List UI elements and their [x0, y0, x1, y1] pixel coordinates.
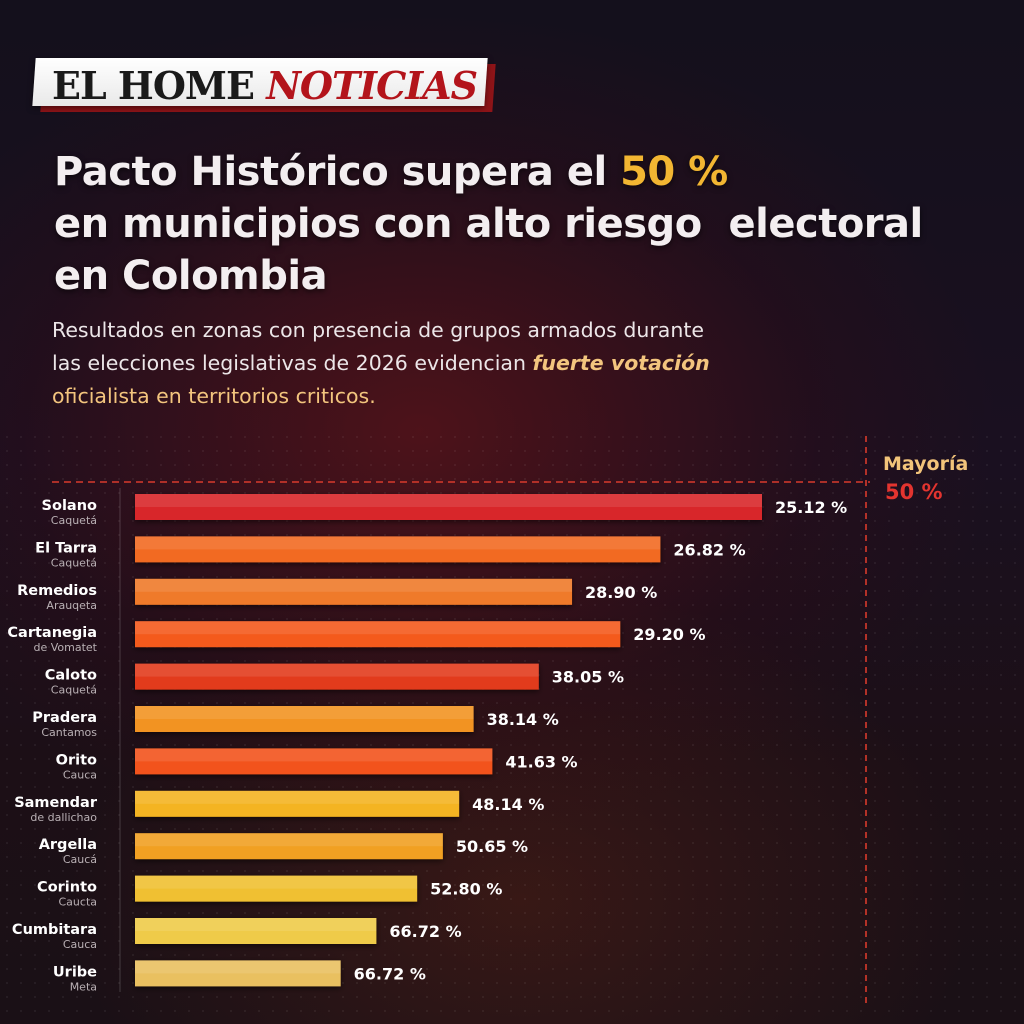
majority-value-label: 50 % — [885, 480, 943, 504]
category-sublabel: de Vomatet — [34, 641, 98, 654]
headline-line-3: en Colombia — [54, 253, 328, 299]
subheadline-line-3: oficialista en territorios criticos. — [52, 384, 376, 408]
bar — [135, 790, 460, 817]
value-label: 38.05 % — [552, 668, 624, 687]
majority-label: Mayoría — [883, 453, 968, 475]
subheadline-line-2: las elecciones legislativas de 2026 evid… — [52, 347, 852, 380]
category-label: Corinto — [37, 880, 97, 896]
category-sublabel: Caucta — [59, 896, 98, 909]
category-label: Cumbitara — [12, 922, 97, 938]
category-sublabel: Arauqeta — [46, 599, 97, 612]
logo-part-noticias: NOTICIAS — [266, 63, 478, 108]
value-label: 41.63 % — [505, 752, 577, 771]
bar — [135, 706, 474, 732]
category-sublabel: Caquetá — [51, 684, 97, 697]
headline-line-1: Pacto Histórico supera el 50 % — [54, 146, 1004, 198]
bar — [135, 748, 493, 775]
bar — [135, 663, 539, 690]
brand-logo: EL HOME NOTICIAS — [32, 58, 496, 112]
category-label: Pradera — [32, 710, 97, 726]
category-label: Samendar — [14, 795, 98, 811]
category-sublabel: Caucá — [63, 853, 97, 866]
bar-highlight — [135, 706, 474, 719]
category-sublabel: de dallichao — [30, 811, 97, 824]
bar — [135, 918, 377, 944]
value-label: 28.90 % — [585, 583, 657, 602]
bar-highlight — [135, 536, 661, 550]
category-label: Cartanegia — [7, 625, 97, 641]
value-label: 66.72 % — [389, 922, 461, 941]
subheadline-line-2-text: las elecciones legislativas de 2026 evid… — [52, 351, 533, 375]
headline-line-1-text: Pacto Histórico supera el — [54, 149, 621, 195]
category-sublabel: Cantamos — [41, 726, 97, 739]
bar — [135, 833, 443, 860]
bar — [135, 960, 341, 987]
value-label: 50.65 % — [456, 837, 528, 856]
subheadline-emphasis: fuerte votación — [532, 351, 710, 375]
category-label: Caloto — [45, 668, 97, 684]
category-sublabel: Meta — [70, 980, 97, 993]
bar — [135, 621, 621, 648]
logo-text: EL HOME NOTICIAS — [52, 62, 478, 110]
category-label: Uribe — [53, 964, 97, 980]
bar-highlight — [135, 918, 377, 931]
bar-highlight — [135, 494, 762, 507]
category-label: Remedios — [17, 583, 97, 599]
bar-highlight — [135, 663, 539, 677]
bar-highlight — [135, 960, 341, 974]
value-label: 38.14 % — [487, 710, 559, 729]
bar — [135, 578, 573, 605]
category-label: Argella — [39, 837, 97, 853]
bar — [135, 494, 762, 520]
value-label: 52.80 % — [430, 880, 502, 899]
value-label: 26.82 % — [673, 540, 745, 559]
value-label: 25.12 % — [775, 498, 847, 517]
subheadline-line-1: Resultados en zonas con presencia de gru… — [52, 318, 704, 342]
value-label: 66.72 % — [354, 964, 426, 983]
headline-highlight: 50 % — [620, 149, 728, 195]
bar-highlight — [135, 748, 493, 762]
category-label: Orito — [56, 752, 97, 768]
category-label: Solano — [42, 498, 97, 514]
category-sublabel: Cauca — [63, 768, 97, 781]
value-label: 48.14 % — [472, 795, 544, 814]
bar-highlight — [135, 875, 418, 889]
category-label: El Tarra — [35, 540, 97, 556]
bar-highlight — [135, 790, 460, 804]
category-sublabel: Cauca — [63, 938, 97, 951]
bar — [135, 536, 661, 563]
value-label: 29.20 % — [633, 625, 705, 644]
subheadline: Resultados en zonas con presencia de gru… — [52, 314, 852, 413]
category-sublabel: Caquetá — [51, 514, 97, 527]
headline: Pacto Histórico supera el 50 % en munici… — [54, 146, 1004, 302]
bar-highlight — [135, 578, 573, 592]
logo-part-el-home: EL HOME — [52, 63, 255, 108]
headline-line-2: en municipios con alto riesgo electoral — [54, 201, 923, 247]
bar — [135, 875, 418, 902]
bar-highlight — [135, 621, 621, 635]
bar-highlight — [135, 833, 443, 847]
category-sublabel: Caquetá — [51, 556, 97, 569]
